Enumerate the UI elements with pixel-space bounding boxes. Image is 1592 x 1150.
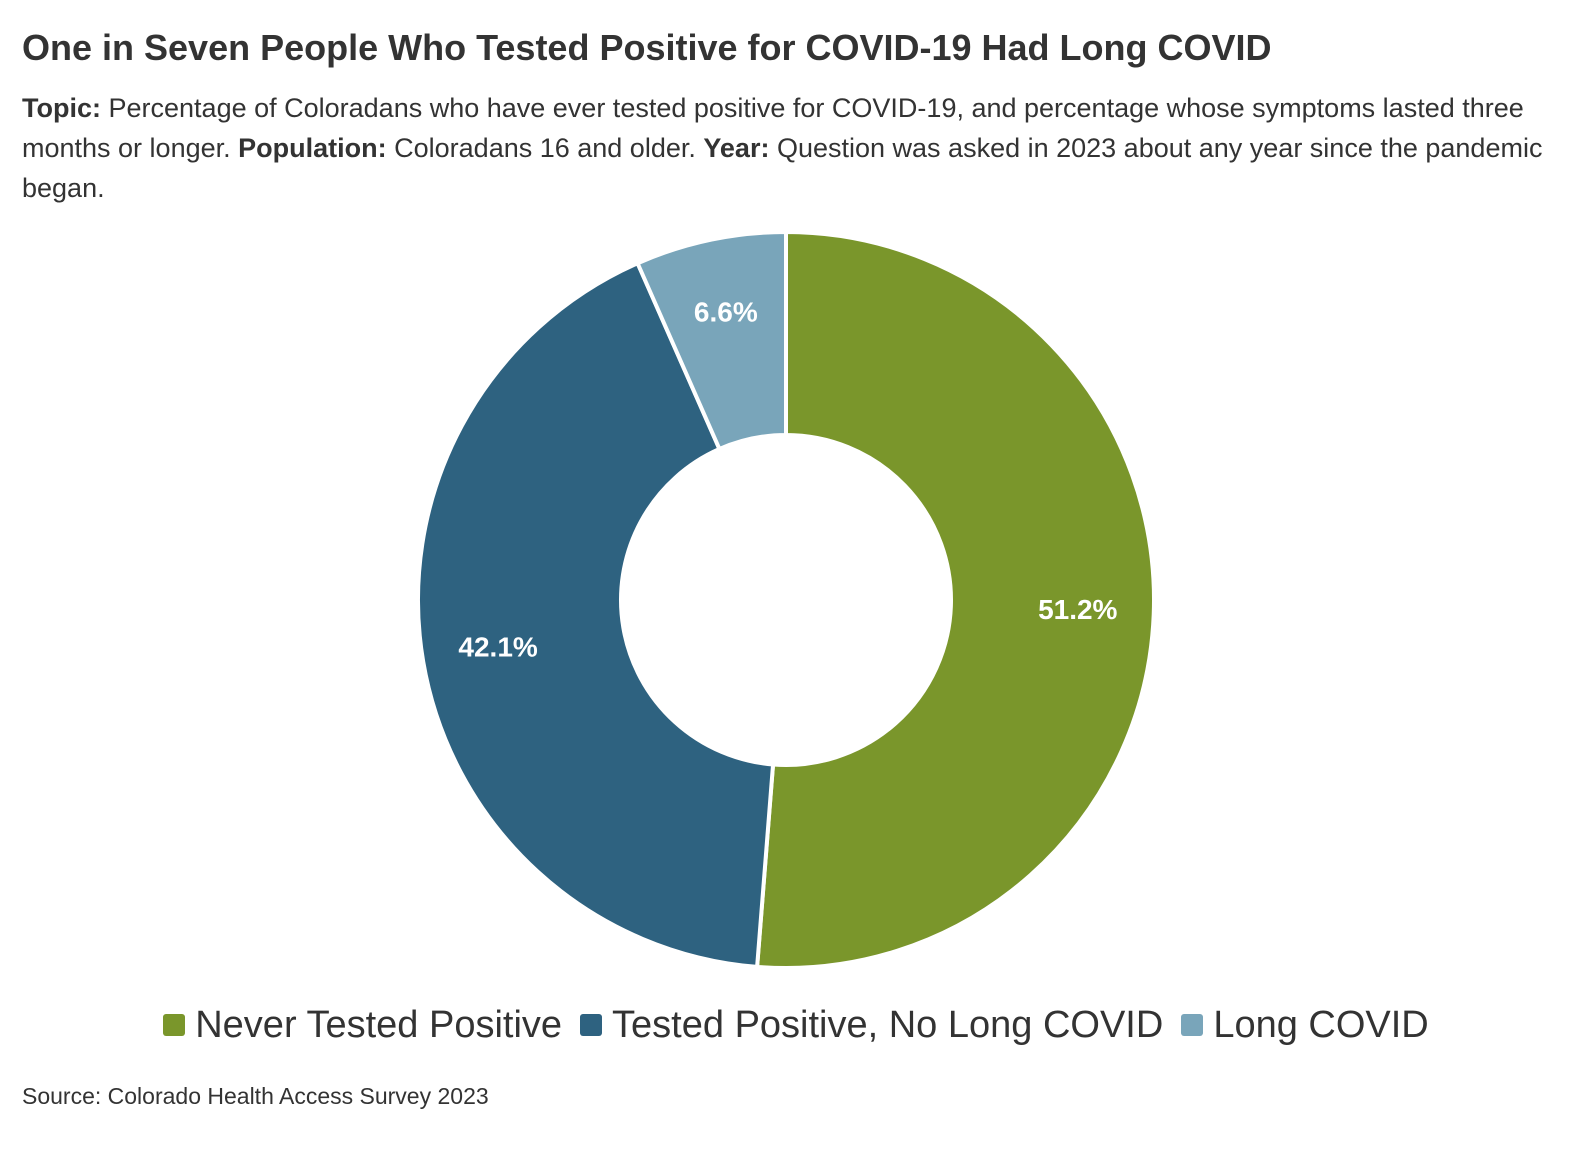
legend-swatch-1 xyxy=(580,1014,603,1036)
legend-label-2: Long COVID xyxy=(1213,1003,1429,1046)
year-text: Question was asked in 2023 about any yea… xyxy=(22,133,1543,203)
chart-source: Source: Colorado Health Access Survey 20… xyxy=(22,1083,489,1109)
chart-title: One in Seven People Who Tested Positive … xyxy=(22,27,1272,68)
legend-item-2: Long COVID xyxy=(1181,1003,1429,1047)
donut-slice-0 xyxy=(755,230,1156,970)
legend-item-1: Tested Positive, No Long COVID xyxy=(580,1004,1163,1047)
slice-label-1: 42.1% xyxy=(458,631,537,662)
population-label: Population: xyxy=(238,133,387,163)
topic-text: Percentage of Coloradans who have ever t… xyxy=(22,93,1524,163)
legend-label-1: Tested Positive, No Long COVID xyxy=(612,1003,1164,1046)
slice-label-0: 51.2% xyxy=(1038,594,1117,625)
donut-chart: 51.2% 42.1% 6.6% xyxy=(416,230,1156,970)
legend-label-0: Never Tested Positive xyxy=(195,1003,563,1046)
donut-slice-2 xyxy=(635,230,788,452)
legend-item-0: Never Tested Positive xyxy=(163,1004,562,1047)
donut-labels: 51.2% 42.1% 6.6% xyxy=(458,297,1117,663)
year-label: Year: xyxy=(703,133,770,163)
chart-subtitle: Topic: Percentage of Coloradans who have… xyxy=(22,88,1567,208)
chart-legend: Never Tested Positive Tested Positive, No… xyxy=(0,1000,1592,1050)
legend-swatch-0 xyxy=(163,1014,186,1036)
donut-slice-1 xyxy=(416,261,776,969)
topic-label: Topic: xyxy=(22,93,101,123)
donut-slices xyxy=(416,230,1156,970)
population-text: Coloradans 16 and older. xyxy=(394,133,696,163)
legend-swatch-2 xyxy=(1181,1014,1204,1036)
slice-label-2: 6.6% xyxy=(694,297,758,328)
